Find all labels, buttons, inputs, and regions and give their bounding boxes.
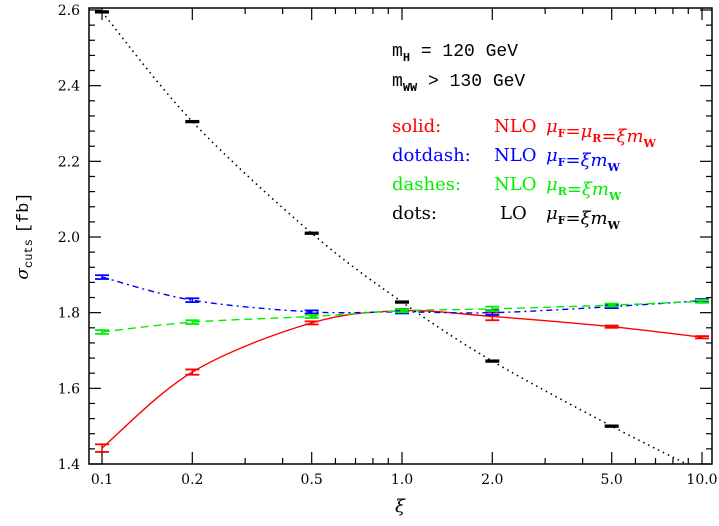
legend-entry-solid: solid: NLO μF=μR=ξmW (392, 116, 657, 150)
legend-order: NLO (494, 174, 536, 195)
legend-style: dots: (392, 203, 437, 224)
series-dashes-point (185, 319, 200, 325)
legend-formula: μR=ξmW (546, 174, 622, 203)
x-tick-label: 0.1 (91, 472, 113, 488)
annotations: mH = 120 GeV mWW > 130 GeV (392, 42, 525, 95)
series-dashes-point (395, 308, 409, 314)
annotation-text: mWW > 130 GeV (392, 72, 525, 95)
series-dots-point (485, 359, 500, 363)
legend-order: LO (500, 203, 527, 224)
series-dotdash-point (185, 297, 200, 303)
series-solid-point (604, 324, 619, 329)
x-axis-label: ξ (395, 496, 406, 517)
series-dotdash-point (304, 309, 319, 315)
series-dashes-point (695, 298, 709, 304)
y-tick-label: 2.2 (58, 154, 80, 170)
legend-style: solid: (392, 116, 441, 137)
legend-formula: μF=μR=ξmW (546, 116, 657, 150)
y-tick-label: 1.6 (58, 381, 80, 397)
series-solid-point (185, 368, 200, 376)
y-tick-label: 2.6 (58, 3, 80, 19)
series-dashes-point (485, 305, 500, 313)
legend-order: NLO (494, 116, 536, 137)
legend-style: dotdash: (392, 145, 471, 166)
y-tick-label: 1.8 (58, 306, 80, 322)
legend-formula: μF=ξmW (546, 203, 621, 232)
series-dashes-point (304, 314, 319, 319)
series-dots-point (185, 119, 200, 124)
legend-entry-dashes: dashes: NLO μR=ξmW (392, 174, 622, 203)
y-label-symbol: σ (13, 268, 33, 280)
series-dashes-point (95, 329, 109, 335)
x-tick-label: 5.0 (601, 472, 623, 488)
legend-order: NLO (494, 145, 536, 166)
y-tick-label: 2.0 (58, 230, 80, 246)
series-solid-point (695, 335, 709, 340)
y-axis-label: σcuts [fb] (13, 192, 36, 279)
series-solid-point (304, 320, 319, 326)
x-tick-label: 2.0 (481, 472, 503, 488)
legend-style: dashes: (392, 174, 461, 195)
x-tick-label: 0.2 (181, 472, 203, 488)
series-dots-point (395, 300, 409, 304)
legend-formula: μF=ξmW (546, 145, 621, 174)
legend-entry-dotdash: dotdash: NLO μF=ξmW (392, 145, 621, 174)
y-tick-label: 1.4 (58, 457, 80, 473)
x-tick-label: 1.0 (391, 472, 413, 488)
legend-entry-dots: dots: LO μF=ξmW (392, 203, 621, 232)
series-dotdash-point (95, 274, 109, 280)
annotation-text: mH = 120 GeV (392, 42, 518, 65)
y-label-unit: [fb] (15, 192, 34, 233)
svg-text:σcuts[fb]: σcuts [fb] (13, 192, 36, 279)
series-dots-point (304, 231, 319, 235)
series-dots-point (604, 424, 619, 428)
series-solid-point (95, 443, 109, 453)
x-tick-label: 0.5 (301, 472, 323, 488)
series-dashes-point (604, 302, 619, 308)
x-tick-label: 10.0 (686, 472, 717, 488)
y-tick-label: 2.4 (58, 79, 80, 95)
y-label-sub: cuts (22, 239, 36, 268)
plot-frame (88, 7, 713, 465)
